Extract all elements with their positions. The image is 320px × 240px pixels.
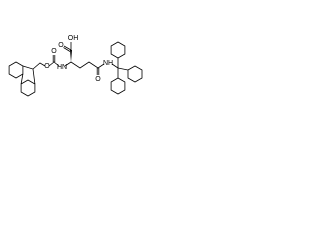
ring (8, 61, 24, 79)
atom-label: O (51, 48, 57, 55)
ring-bond (20, 73, 24, 85)
bond (117, 67, 129, 71)
bonds (8, 41, 143, 97)
ring (20, 79, 36, 97)
bond (111, 63, 119, 69)
bond (32, 62, 46, 70)
chain (64, 61, 105, 69)
atom-label: OH (68, 35, 79, 42)
atom-label: O (44, 63, 50, 70)
ring (110, 77, 126, 95)
bond (48, 61, 60, 67)
atom-label: NH (103, 60, 113, 67)
ring (110, 41, 126, 59)
wedge (70, 50, 72, 62)
atom-label: HN (57, 64, 67, 71)
atom-label: O (58, 42, 64, 49)
structure: O O HN OH O O NH (8, 35, 143, 97)
bond (63, 47, 71, 52)
atom-label: O (95, 76, 101, 83)
ring (127, 65, 143, 83)
bond (63, 45, 72, 51)
